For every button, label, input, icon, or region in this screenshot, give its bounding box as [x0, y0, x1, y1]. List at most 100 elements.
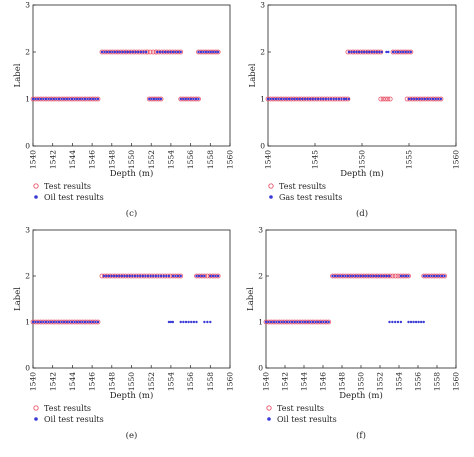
data-point: [204, 50, 208, 54]
data-point: [111, 50, 114, 54]
x-tick-label: 1556: [186, 372, 195, 391]
data-point: [50, 97, 53, 101]
x-tick-label: 1542: [48, 150, 57, 169]
data-point: [190, 320, 193, 324]
data-point: [385, 96, 391, 102]
data-point: [136, 274, 139, 278]
data-point: [285, 97, 288, 101]
data-point: [68, 97, 71, 101]
series-0: [30, 273, 221, 325]
data-point: [42, 97, 45, 101]
data-point: [105, 50, 109, 54]
data-point: [166, 50, 169, 54]
data-point: [293, 97, 296, 101]
x-tick-label: 1550: [358, 150, 367, 169]
data-point: [34, 320, 37, 324]
data-point: [316, 97, 320, 101]
data-point: [290, 320, 294, 324]
y-tick-label: 1: [258, 318, 263, 327]
series-1: [31, 50, 220, 101]
x-tick-label: 1554: [167, 150, 176, 169]
data-point: [303, 97, 306, 101]
data-point: [137, 50, 140, 54]
data-point: [50, 320, 53, 324]
data-point: [274, 97, 278, 101]
y-tick-label: 2: [25, 272, 30, 281]
y-tick-label: 2: [258, 272, 263, 281]
x-tick-label: 1554: [167, 372, 176, 391]
data-point: [163, 50, 167, 54]
x-tick-label: 1544: [68, 372, 77, 391]
data-point: [62, 97, 66, 101]
data-point: [298, 320, 302, 324]
data-point: [372, 50, 376, 54]
data-point: [212, 50, 215, 54]
data-point: [387, 273, 393, 279]
data-point: [158, 50, 161, 54]
data-point: [390, 273, 396, 279]
legend-marker: [268, 183, 274, 189]
data-point: [103, 50, 106, 54]
data-point: [422, 320, 425, 324]
data-point: [362, 50, 366, 54]
data-point: [290, 97, 293, 101]
x-tick-label: 1540: [264, 150, 273, 169]
data-point: [367, 50, 371, 54]
data-point: [425, 274, 428, 278]
data-point: [275, 320, 278, 324]
data-point: [272, 320, 276, 324]
y-tick-label: 3: [258, 226, 263, 235]
data-point: [404, 50, 407, 54]
plot-frame: [32, 229, 231, 369]
data-point: [388, 274, 391, 278]
data-point: [432, 274, 436, 278]
data-point: [421, 97, 424, 101]
data-point: [396, 50, 400, 54]
data-point: [285, 320, 289, 324]
data-point: [279, 97, 283, 101]
data-point: [378, 50, 381, 54]
data-point: [306, 320, 309, 324]
data-point: [206, 320, 209, 324]
data-point: [407, 50, 410, 54]
series-0: [265, 49, 444, 102]
data-point: [283, 320, 286, 324]
data-point: [434, 97, 437, 101]
data-point: [94, 320, 97, 324]
data-point: [83, 97, 87, 101]
data-point: [105, 274, 108, 278]
data-point: [70, 320, 74, 324]
data-point: [150, 97, 153, 101]
x-tick-label: 1552: [147, 150, 156, 169]
data-point: [327, 97, 330, 101]
data-point: [174, 274, 177, 278]
data-point: [182, 320, 185, 324]
data-point: [359, 274, 363, 278]
data-point: [375, 274, 378, 278]
data-point: [214, 50, 217, 54]
data-point: [200, 274, 203, 278]
data-point: [378, 96, 384, 102]
data-point: [269, 97, 272, 101]
series-0: [263, 273, 448, 325]
data-point: [195, 320, 198, 324]
data-point: [387, 50, 390, 54]
data-point: [211, 274, 215, 278]
x-tick-label: 1550: [127, 150, 136, 169]
data-point: [169, 320, 173, 324]
data-point: [314, 97, 317, 101]
data-point: [115, 274, 119, 278]
data-point: [388, 320, 391, 324]
data-point: [402, 274, 405, 278]
data-point: [126, 50, 130, 54]
data-point: [437, 97, 440, 101]
data-point: [309, 320, 312, 324]
data-point: [357, 274, 360, 278]
data-point: [335, 97, 338, 101]
data-point: [78, 320, 82, 324]
legend-marker: [269, 195, 273, 199]
x-tick-label: 1558: [433, 372, 442, 391]
x-tick-label: 1548: [107, 150, 116, 169]
data-point: [300, 97, 304, 101]
data-point: [174, 50, 177, 54]
